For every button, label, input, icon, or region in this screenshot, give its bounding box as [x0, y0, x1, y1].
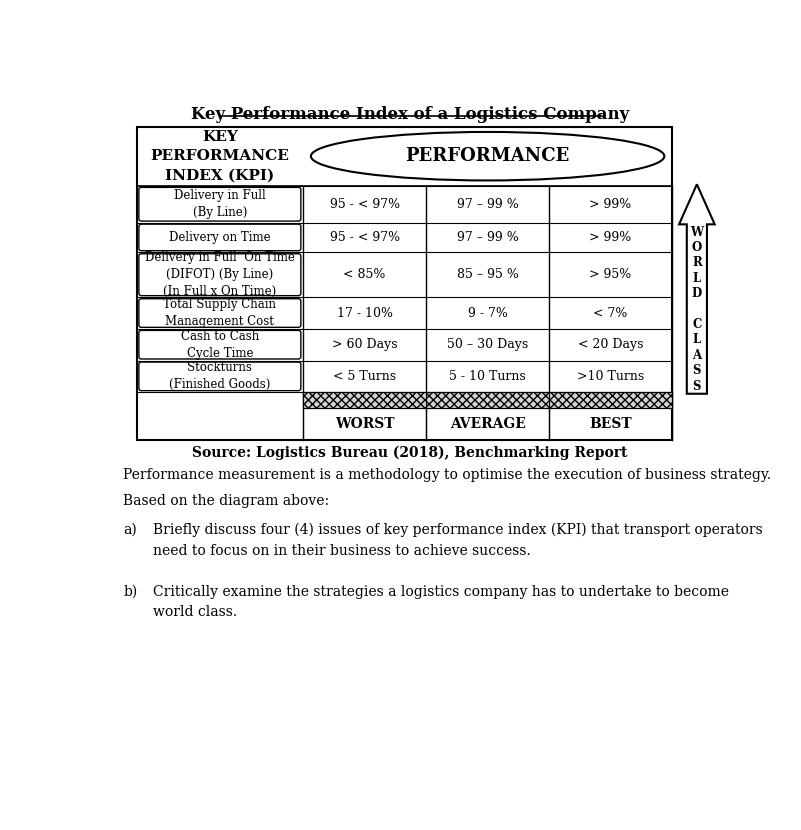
Text: Briefly discuss four (4) issues of key performance index (KPI) that transport op: Briefly discuss four (4) issues of key p…	[153, 523, 763, 558]
Text: WORST: WORST	[335, 417, 394, 431]
FancyBboxPatch shape	[139, 330, 301, 359]
Text: Total Supply Chain
Management Cost: Total Supply Chain Management Cost	[163, 298, 276, 328]
Text: R: R	[692, 256, 702, 270]
Text: Delivery on Time: Delivery on Time	[169, 231, 271, 244]
Text: 97 – 99 %: 97 – 99 %	[457, 198, 518, 211]
Text: Delivery in Full  On Time
(DIFOT) (By Line)
(In Full x On Time): Delivery in Full On Time (DIFOT) (By Lin…	[145, 251, 295, 298]
Text: < 85%: < 85%	[344, 268, 386, 281]
Text: C: C	[692, 318, 702, 331]
Text: < 20 Days: < 20 Days	[578, 338, 643, 351]
Text: < 7%: < 7%	[594, 306, 628, 320]
Text: W: W	[690, 226, 703, 238]
Text: D: D	[692, 287, 702, 300]
Text: 9 - 7%: 9 - 7%	[468, 306, 508, 320]
FancyBboxPatch shape	[139, 362, 301, 391]
Text: 97 – 99 %: 97 – 99 %	[457, 231, 518, 244]
Ellipse shape	[311, 132, 664, 180]
FancyBboxPatch shape	[139, 188, 301, 221]
Text: 95 - < 97%: 95 - < 97%	[329, 231, 400, 244]
FancyBboxPatch shape	[139, 224, 301, 251]
Text: Performance measurement is a methodology to optimise the execution of business s: Performance measurement is a methodology…	[123, 467, 771, 481]
Text: 50 – 30 Days: 50 – 30 Days	[447, 338, 528, 351]
Text: 17 - 10%: 17 - 10%	[336, 306, 392, 320]
Bar	[136, 126, 672, 440]
Text: AVERAGE: AVERAGE	[449, 417, 525, 431]
Text: BEST: BEST	[590, 417, 632, 431]
Text: b): b)	[123, 584, 138, 598]
Text: Critically examine the strategies a logistics company has to undertake to become: Critically examine the strategies a logi…	[153, 584, 729, 619]
Text: 5 - 10 Turns: 5 - 10 Turns	[449, 370, 526, 383]
Text: 85 – 95 %: 85 – 95 %	[457, 268, 518, 281]
Text: Source: Logistics Bureau (2018), Benchmarking Report: Source: Logistics Bureau (2018), Benchma…	[192, 446, 628, 460]
FancyBboxPatch shape	[139, 299, 301, 327]
Text: Delivery in Full
(By Line): Delivery in Full (By Line)	[174, 189, 266, 219]
Text: < 5 Turns: < 5 Turns	[333, 370, 396, 383]
Text: >10 Turns: >10 Turns	[577, 370, 644, 383]
Text: L: L	[693, 334, 701, 346]
FancyBboxPatch shape	[139, 254, 301, 295]
Text: S: S	[693, 379, 701, 393]
Bar	[303, 393, 672, 408]
Text: Cash to Cash
Cycle Time: Cash to Cash Cycle Time	[181, 330, 259, 359]
Text: PERFORMANCE: PERFORMANCE	[405, 147, 570, 165]
Text: S: S	[693, 364, 701, 377]
Text: Based on the diagram above:: Based on the diagram above:	[123, 494, 329, 508]
Text: KEY
PERFORMANCE
INDEX (KPI): KEY PERFORMANCE INDEX (KPI)	[151, 129, 289, 183]
Text: Key Performance Index of a Logistics Company: Key Performance Index of a Logistics Com…	[191, 105, 630, 123]
Text: Stockturns
(Finished Goods): Stockturns (Finished Goods)	[169, 361, 271, 392]
Polygon shape	[679, 184, 714, 393]
Text: > 99%: > 99%	[590, 231, 632, 244]
Text: a): a)	[123, 523, 137, 537]
Text: > 60 Days: > 60 Days	[332, 338, 397, 351]
Text: > 95%: > 95%	[590, 268, 632, 281]
Text: A: A	[692, 349, 702, 362]
Text: L: L	[693, 271, 701, 285]
Text: > 99%: > 99%	[590, 198, 632, 211]
Text: 95 - < 97%: 95 - < 97%	[329, 198, 400, 211]
Text: O: O	[692, 241, 702, 254]
